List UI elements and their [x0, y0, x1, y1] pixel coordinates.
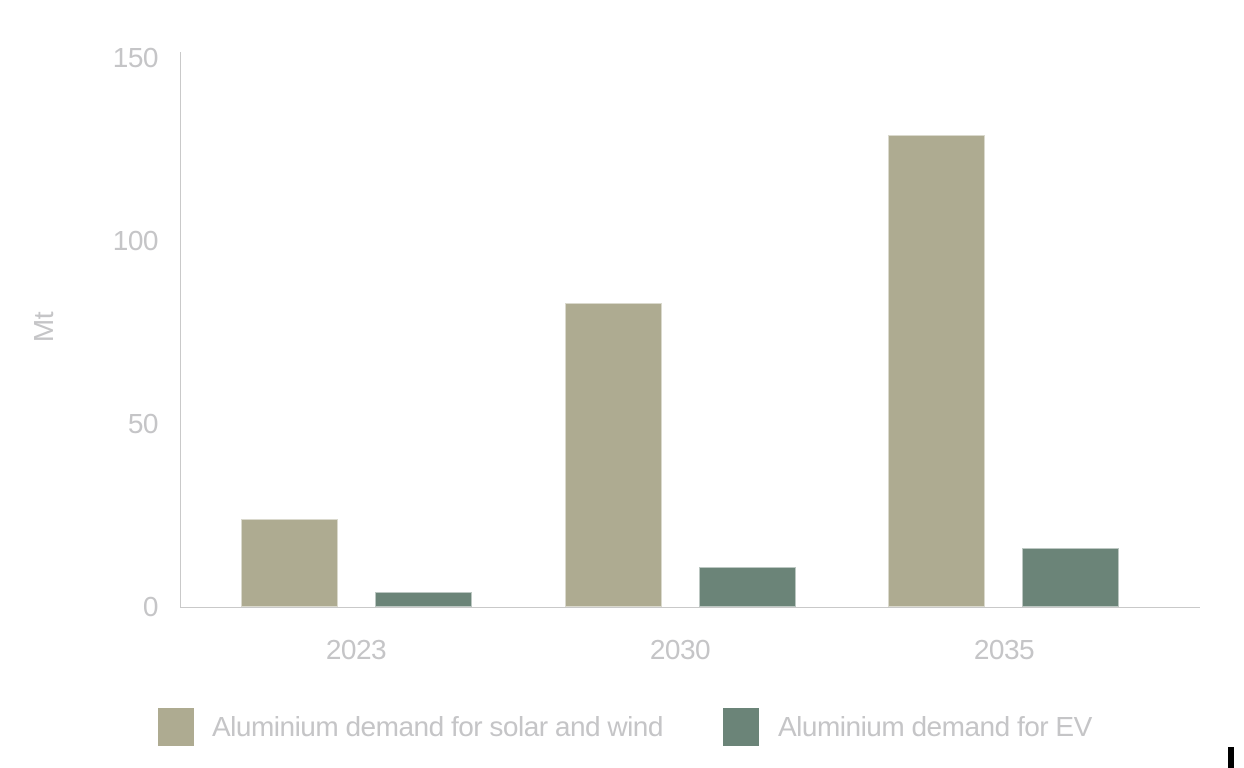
- bar-ev-2030[interactable]: [698, 566, 796, 607]
- x-tick-label-2035: 2035: [973, 634, 1035, 665]
- y-axis-unit-label: Mt: [28, 311, 59, 343]
- x-axis-line: [180, 607, 1200, 608]
- y-axis-line: [180, 52, 181, 607]
- y-tick-label-0: 0: [142, 591, 159, 622]
- x-tick-label-2023: 2023: [325, 634, 387, 665]
- legend-label-solar-wind: Aluminium demand for solar and wind: [212, 711, 663, 742]
- y-tick-label-100: 100: [112, 225, 159, 256]
- bar-solar-wind-2035[interactable]: [888, 134, 985, 607]
- legend-item-solar-wind[interactable]: Aluminium demand for solar and wind: [158, 708, 663, 746]
- y-tick-label-50: 50: [127, 408, 159, 439]
- text-cursor-artifact: [1228, 747, 1234, 768]
- bar-solar-wind-2030[interactable]: [564, 303, 662, 607]
- y-tick-label-150: 150: [112, 42, 159, 73]
- legend-swatch-ev: [723, 708, 759, 746]
- legend-item-ev[interactable]: Aluminium demand for EV: [723, 708, 1092, 746]
- bar-solar-wind-2023[interactable]: [241, 519, 338, 607]
- legend-swatch-solar-wind: [158, 708, 194, 746]
- legend-label-ev: Aluminium demand for EV: [778, 711, 1092, 742]
- bar-ev-2023[interactable]: [375, 592, 472, 607]
- bar-ev-2035[interactable]: [1022, 548, 1119, 607]
- x-tick-label-2030: 2030: [649, 634, 711, 665]
